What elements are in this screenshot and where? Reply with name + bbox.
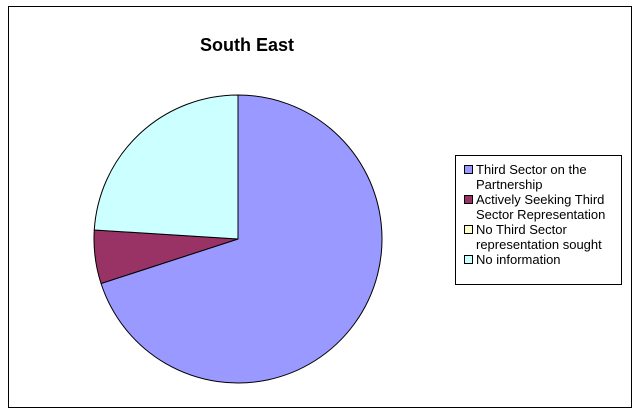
legend-item: No information [464, 252, 617, 267]
legend-label: No information [476, 252, 561, 267]
chart-title: South East [199, 35, 294, 55]
chart-legend: Third Sector on the Partnership Actively… [455, 155, 622, 285]
legend-swatch [464, 255, 473, 264]
legend-swatch [464, 165, 473, 174]
legend-item: Actively Seeking Third Sector Representa… [464, 192, 617, 222]
pie-slice-4 [93, 94, 239, 240]
legend-swatch [464, 225, 473, 234]
legend-label: Third Sector on the Partnership [476, 162, 587, 192]
legend-label: Actively Seeking Third Sector Representa… [476, 192, 606, 222]
legend-item: No Third Sector representation sought [464, 222, 617, 252]
legend-item: Third Sector on the Partnership [464, 162, 617, 192]
pie-slice-1 [100, 94, 383, 384]
legend-swatch [464, 195, 473, 204]
legend-label: No Third Sector representation sought [476, 222, 602, 252]
